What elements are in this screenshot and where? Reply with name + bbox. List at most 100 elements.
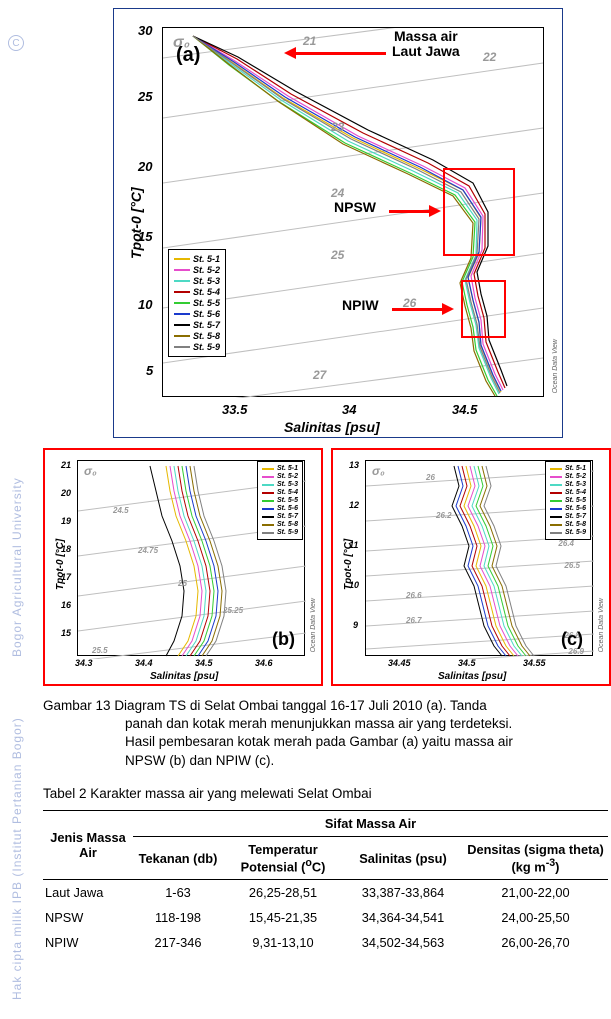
density-25: 25: [331, 248, 344, 262]
npsw-box: [443, 168, 515, 256]
odv-credit-a: Ocean Data View: [552, 339, 559, 393]
legend-item: St. 5-4: [174, 287, 220, 297]
yt-20: 20: [61, 488, 71, 498]
panel-label-c: (c): [561, 629, 583, 650]
ytick-20: 20: [138, 159, 152, 174]
cell-t: 9,31-13,10: [223, 930, 343, 955]
legend-item: St. 5-9: [174, 342, 220, 352]
cell-d: 26,00-26,70: [463, 930, 608, 955]
density-24: 24: [331, 186, 344, 200]
yt-12: 12: [349, 500, 359, 510]
xt-345b: 34.5: [195, 658, 213, 668]
legend-item: St. 5-2: [174, 265, 220, 275]
legend-label: St. 5-8: [193, 331, 220, 341]
cell-t: 15,45-21,35: [223, 905, 343, 930]
legend-item: St. 5-7: [174, 320, 220, 330]
odv-b: Ocean Data View: [310, 598, 317, 652]
dc-26: 26: [426, 473, 435, 482]
cell-d: 21,00-22,00: [463, 880, 608, 906]
table-row: Laut Jawa 1-63 26,25-28,51 33,387-33,864…: [43, 880, 608, 906]
density-27: 27: [313, 368, 326, 382]
legend-a: St. 5-1 St. 5-2 St. 5-3 St. 5-4 St. 5-5 …: [168, 249, 226, 357]
legend-label: St. 5-1: [193, 254, 220, 264]
xtick-34: 34: [342, 402, 356, 417]
th-temp: Temperatur Potensial (oC): [223, 837, 343, 880]
db-245: 24.5: [113, 506, 129, 515]
xt-346: 34.6: [255, 658, 273, 668]
ytick-30: 30: [138, 23, 152, 38]
anno-massa-air: Massa air Laut Jawa: [392, 29, 460, 60]
th-tekanan: Tekanan (db): [133, 837, 223, 880]
chart-b-ylabel: Tpot-0 [°C]: [55, 539, 66, 590]
legend-b: St. 5-1 St. 5-2 St. 5-3 St. 5-4 St. 5-5 …: [257, 461, 303, 540]
xtick-335: 33.5: [222, 402, 247, 417]
chart-a-xlabel: Salinitas [psu]: [284, 419, 380, 435]
arrow-massa-air: [284, 47, 386, 59]
copyright-symbol: C: [8, 35, 24, 51]
cell-d: 24,00-25,50: [463, 905, 608, 930]
watermark-line1: Hak cipta milik IPB (Institut Pertanian …: [10, 717, 24, 1000]
arrow-head-icon: [442, 303, 454, 315]
chart-a-frame: σ₀ 21 22 23 24 25 26 27 30 25 20 15 10 5…: [113, 8, 563, 438]
th-group: Sifat Massa Air: [133, 811, 608, 837]
anno-npiw: NPIW: [342, 297, 379, 313]
db-2525: 25.25: [223, 606, 243, 615]
anno-line: Massa air: [392, 29, 460, 44]
caption-l4: NPSW (b) dan NPIW (c).: [43, 752, 603, 770]
yt-19: 19: [61, 516, 71, 526]
legend-item: St. 5-8: [174, 331, 220, 341]
arrow-npiw: [392, 303, 454, 315]
legend-label: St. 5-9: [193, 342, 220, 352]
cell-t: 26,25-28,51: [223, 880, 343, 906]
caption-l2: panah dan kotak merah menunjukkan massa …: [43, 715, 603, 733]
arrow-npsw: [389, 205, 441, 217]
th-jenis: Jenis Massa Air: [43, 811, 133, 880]
xt-345c: 34.5: [458, 658, 476, 668]
sigma-c: σ₀: [372, 464, 385, 478]
dc-266: 26.6: [406, 591, 422, 600]
table-row: NPSW 118-198 15,45-21,35 34,364-34,541 2…: [43, 905, 608, 930]
cell-p: 1-63: [133, 880, 223, 906]
anno-npsw: NPSW: [334, 199, 376, 215]
mass-water-table: Jenis Massa Air Sifat Massa Air Tekanan …: [43, 810, 608, 955]
chart-c-xlabel: Salinitas [psu]: [438, 671, 506, 682]
arrow-line: [389, 210, 429, 213]
legend-item: St. 5-6: [174, 309, 220, 319]
legend-item: St. 5-1: [174, 254, 220, 264]
density-21: 21: [303, 34, 316, 48]
chart-b-frame: σ₀ 24.5 24.75 25 25.25 25.5 21 20 19 18 …: [43, 448, 323, 686]
odv-c: Ocean Data View: [598, 598, 605, 652]
chart-b-xlabel: Salinitas [psu]: [150, 671, 218, 682]
cell-name: Laut Jawa: [43, 880, 133, 906]
yt-21: 21: [61, 460, 71, 470]
anno-line: Laut Jawa: [392, 44, 460, 59]
th-densitas: Densitas (sigma theta) (kg m-3): [463, 837, 608, 880]
npiw-box: [461, 280, 506, 338]
panel-label-a: (a): [176, 44, 200, 67]
yt-16: 16: [61, 600, 71, 610]
dc-264: 26.4: [558, 539, 574, 548]
figure-caption: Gambar 13 Diagram TS di Selat Ombai tang…: [43, 697, 603, 770]
arrow-line: [296, 52, 386, 55]
legend-label: St. 5-3: [193, 276, 220, 286]
ytick-25: 25: [138, 89, 152, 104]
legend-label: St. 5-2: [193, 265, 220, 275]
ytick-10: 10: [138, 297, 152, 312]
ytick-5: 5: [146, 363, 153, 378]
chart-c-frame: σ₀ 26 26.2 26.4 26.5 26.6 26.7 26.8 26.9…: [331, 448, 611, 686]
cell-p: 118-198: [133, 905, 223, 930]
legend-item: St. 5-5: [174, 298, 220, 308]
legend-label: St. 5-7: [193, 320, 220, 330]
dc-262: 26.2: [436, 511, 452, 520]
arrow-head-icon: [429, 205, 441, 217]
db-2475: 24.75: [138, 546, 158, 555]
cell-p: 217-346: [133, 930, 223, 955]
caption-l1: Diagram TS di Selat Ombai tanggal 16-17 …: [114, 698, 486, 713]
cell-s: 34,502-34,563: [343, 930, 463, 955]
th-salinitas: Salinitas (psu): [343, 837, 463, 880]
sigma-b: σ₀: [84, 464, 97, 478]
xt-343: 34.3: [75, 658, 93, 668]
ts-curves-c: [452, 466, 534, 656]
chart-c-ylabel: Tpot-0 [°C]: [343, 539, 354, 590]
legend-label: St. 5-5: [193, 298, 220, 308]
